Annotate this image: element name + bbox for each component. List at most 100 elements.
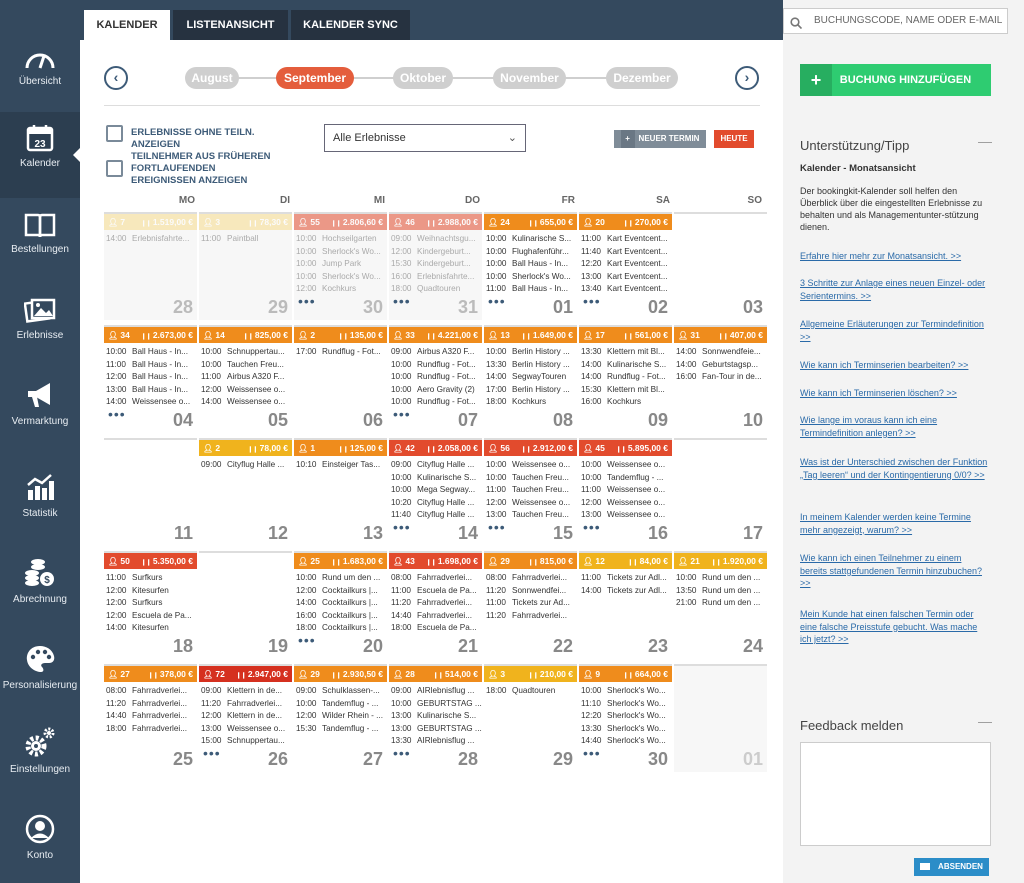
event-entry[interactable]: 13:50 Rund um den ... bbox=[676, 585, 767, 598]
calendar-day-cell[interactable]: 👤︎ 56 ❙❙ 2.912,00 €10:00 Weissensee o... 10… bbox=[484, 438, 577, 546]
event-entry[interactable]: 11:40 Cityflug Halle ... bbox=[391, 509, 482, 522]
event-entry[interactable]: 10:00 Schnuppertau... bbox=[201, 346, 292, 359]
sidebar-item-kalender[interactable]: 23 Kalender bbox=[0, 112, 80, 198]
tab-kalender[interactable]: KALENDER bbox=[84, 10, 170, 40]
event-entry[interactable]: 14:00 Weissensee o... bbox=[201, 396, 292, 409]
sidebar-item-konto[interactable]: Konto bbox=[0, 804, 80, 883]
event-entry[interactable]: 10:00 Ball Haus - In... bbox=[486, 258, 577, 271]
event-entry[interactable]: 14:00 Tickets zur Adl... bbox=[581, 585, 672, 598]
event-entry[interactable]: 18:00 Escuela de Pa... bbox=[391, 622, 482, 635]
event-entry[interactable]: 12:00 Cocktailkurs |... bbox=[296, 585, 387, 598]
event-entry[interactable]: 18:00 Kochkurs bbox=[486, 396, 577, 409]
event-entry[interactable]: 09:00 Cityflug Halle ... bbox=[201, 459, 292, 472]
send-feedback-button[interactable]: ABSENDEN bbox=[914, 858, 989, 876]
calendar-day-cell[interactable]: 11 bbox=[104, 438, 197, 546]
event-entry[interactable]: 10:00 Sherlock's Wo... bbox=[296, 246, 387, 259]
event-entry[interactable]: 11:00 Tickets zur Adl... bbox=[581, 572, 672, 585]
event-entry[interactable]: 10:00 Rundflug - Fot... bbox=[391, 359, 482, 372]
more-events-icon[interactable]: ••• bbox=[298, 293, 316, 309]
event-entry[interactable]: 11:20 Fahrradverlei... bbox=[486, 610, 577, 623]
more-events-icon[interactable]: ••• bbox=[203, 745, 221, 761]
calendar-day-cell[interactable]: 👤︎ 3 ❙❙ 210,00 € 18:00 Quadtouren 29 bbox=[484, 664, 577, 772]
experience-filter-select[interactable]: Alle Erlebnisse ⌄ bbox=[324, 124, 526, 152]
sidebar-item-einstellungen[interactable]: Einstellungen bbox=[0, 718, 80, 804]
help-link[interactable]: 3 Schritte zur Anlage eines neuen Einzel… bbox=[800, 278, 986, 301]
event-entry[interactable]: 12:00 Kochkurs bbox=[296, 283, 387, 296]
calendar-day-cell[interactable]: 👤︎ 1 ❙❙ 125,00 € 10:10 Einsteiger Tas... 13 bbox=[294, 438, 387, 546]
event-entry[interactable]: 13:40 Kart Eventcent... bbox=[581, 283, 672, 296]
event-entry[interactable]: 13:30 Sherlock's Wo... bbox=[581, 723, 672, 736]
event-entry[interactable]: 11:40 Kart Eventcent... bbox=[581, 246, 672, 259]
event-entry[interactable]: 16:00 Cocktailkurs |... bbox=[296, 610, 387, 623]
calendar-day-cell[interactable]: 👤︎ 55 ❙❙ 2.806,60 €10:00 Hochseilgarten 10:… bbox=[294, 212, 387, 320]
event-entry[interactable]: 11:20 Fahrradverlei... bbox=[391, 597, 482, 610]
calendar-day-cell[interactable]: 👤︎ 50 ❙❙ 5.350,00 € 11:00 Surfkurs 12:00 Kite… bbox=[104, 551, 197, 659]
calendar-day-cell[interactable]: 👤︎ 29 ❙❙ 815,00 €08:00 Fahrradverlei... 11:… bbox=[484, 551, 577, 659]
calendar-day-cell[interactable]: 👤︎ 20 ❙❙ 270,00 €11:00 Kart Eventcent... 11… bbox=[579, 212, 672, 320]
event-entry[interactable]: 12:20 Sherlock's Wo... bbox=[581, 710, 672, 723]
help-link[interactable]: Wie kann ich Terminserien bearbeiten? >> bbox=[800, 360, 969, 370]
event-entry[interactable]: 12:00 Weissensee o... bbox=[486, 497, 577, 510]
event-entry[interactable]: 16:00 Erlebnisfahrte... bbox=[391, 271, 482, 284]
event-entry[interactable]: 10:00 Sherlock's Wo... bbox=[486, 271, 577, 284]
more-events-icon[interactable]: ••• bbox=[488, 293, 506, 309]
calendar-day-cell[interactable]: 👤︎ 12 ❙❙ 84,00 €11:00 Tickets zur Adl... 14… bbox=[579, 551, 672, 659]
event-entry[interactable]: 15:30 Kindergeburt... bbox=[391, 258, 482, 271]
event-entry[interactable]: 10:00 Rund um den ... bbox=[296, 572, 387, 585]
calendar-day-cell[interactable]: 👤︎ 14 ❙❙ 825,00 €10:00 Schnuppertau... 10:0… bbox=[199, 325, 292, 433]
event-entry[interactable]: 09:00 Cityflug Halle ... bbox=[391, 459, 482, 472]
event-entry[interactable]: 14:00 Kitesurfen bbox=[106, 622, 197, 635]
event-entry[interactable]: 16:00 Kochkurs bbox=[581, 396, 672, 409]
event-entry[interactable]: 11:20 Fahrradverlei... bbox=[106, 698, 197, 711]
calendar-day-cell[interactable]: 19 bbox=[199, 551, 292, 659]
show-previous-participants-checkbox[interactable] bbox=[106, 160, 123, 177]
sidebar-item-statistik[interactable]: Statistik bbox=[0, 462, 80, 548]
more-events-icon[interactable]: ••• bbox=[393, 406, 411, 422]
calendar-day-cell[interactable]: 👤︎ 31 ❙❙ 407,00 €14:00 Sonnwendfeie... 14:0… bbox=[674, 325, 767, 433]
sidebar-item-uebersicht[interactable]: Übersicht bbox=[0, 30, 80, 116]
event-entry[interactable]: 10:00 Tandemflug - ... bbox=[581, 472, 672, 485]
month-september[interactable]: September bbox=[276, 67, 354, 89]
event-entry[interactable]: 10:00 Sherlock's Wo... bbox=[296, 271, 387, 284]
event-entry[interactable]: 16:00 Fan-Tour in de... bbox=[676, 371, 767, 384]
more-events-icon[interactable]: ••• bbox=[393, 293, 411, 309]
sidebar-item-erlebnisse[interactable]: Erlebnisse bbox=[0, 284, 80, 370]
more-events-icon[interactable]: ••• bbox=[583, 745, 601, 761]
help-link[interactable]: Wie lange im voraus kann ich eine Termin… bbox=[800, 415, 938, 438]
calendar-day-cell[interactable]: 👤︎ 13 ❙❙ 1.649,00 € 10:00 Berlin History ..… bbox=[484, 325, 577, 433]
event-entry[interactable]: 10:00 Rundflug - Fot... bbox=[391, 396, 482, 409]
month-dezember[interactable]: Dezember bbox=[606, 67, 678, 89]
event-entry[interactable]: 10:00 GEBURTSTAG ... bbox=[391, 698, 482, 711]
event-entry[interactable]: 11:00 Kart Eventcent... bbox=[581, 233, 672, 246]
event-entry[interactable]: 11:00 Airbus A320 F... bbox=[201, 371, 292, 384]
event-entry[interactable]: 18:00 Fahrradverlei... bbox=[106, 723, 197, 736]
more-events-icon[interactable]: ••• bbox=[393, 519, 411, 535]
help-link[interactable]: In meinem Kalender werden keine Termine … bbox=[800, 512, 971, 535]
collapse-support-button[interactable]: — bbox=[978, 133, 992, 149]
help-link[interactable]: Wie kann ich Terminserien löschen? >> bbox=[800, 388, 957, 398]
event-entry[interactable]: 08:00 Fahrradverlei... bbox=[486, 572, 577, 585]
event-entry[interactable]: 08:00 Fahrradverlei... bbox=[106, 685, 197, 698]
help-link[interactable]: Allgemeine Erläuterungen zur Termindefin… bbox=[800, 319, 984, 342]
calendar-day-cell[interactable]: 17 bbox=[674, 438, 767, 546]
event-entry[interactable]: 13:00 Kart Eventcent... bbox=[581, 271, 672, 284]
event-entry[interactable]: 10:00 Tauchen Freu... bbox=[201, 359, 292, 372]
event-entry[interactable]: 12:00 Ball Haus - In... bbox=[106, 371, 197, 384]
event-entry[interactable]: 12:00 Kindergeburt... bbox=[391, 246, 482, 259]
month-oktober[interactable]: Oktober bbox=[393, 67, 453, 89]
event-entry[interactable]: 12:00 Wilder Rhein - ... bbox=[296, 710, 387, 723]
calendar-day-cell[interactable]: 👤︎ 3 ❙❙ 78,30 € 11:00 Paintball 29 bbox=[199, 212, 292, 320]
event-entry[interactable]: 12:00 Kitesurfen bbox=[106, 585, 197, 598]
calendar-day-cell[interactable]: 👤︎ 25 ❙❙ 1.683,00 € 10:00 Rund um den ... 12… bbox=[294, 551, 387, 659]
event-entry[interactable]: 14:00 Rundflug - Fot... bbox=[581, 371, 672, 384]
event-entry[interactable]: 13:00 Weissensee o... bbox=[201, 723, 292, 736]
sidebar-item-bestellungen[interactable]: Bestellungen bbox=[0, 198, 80, 284]
sidebar-item-personalisierung[interactable]: Personalisierung bbox=[0, 634, 80, 720]
event-entry[interactable]: 09:00 Klettern in de... bbox=[201, 685, 292, 698]
event-entry[interactable]: 12:00 Weissensee o... bbox=[201, 384, 292, 397]
more-events-icon[interactable]: ••• bbox=[108, 406, 126, 422]
event-entry[interactable]: 11:20 Sonnwendfei... bbox=[486, 585, 577, 598]
sidebar-item-vermarktung[interactable]: Vermarktung bbox=[0, 370, 80, 456]
event-entry[interactable]: 17:00 Berlin History ... bbox=[486, 384, 577, 397]
event-entry[interactable]: 15:30 Tandemflug - ... bbox=[296, 723, 387, 736]
